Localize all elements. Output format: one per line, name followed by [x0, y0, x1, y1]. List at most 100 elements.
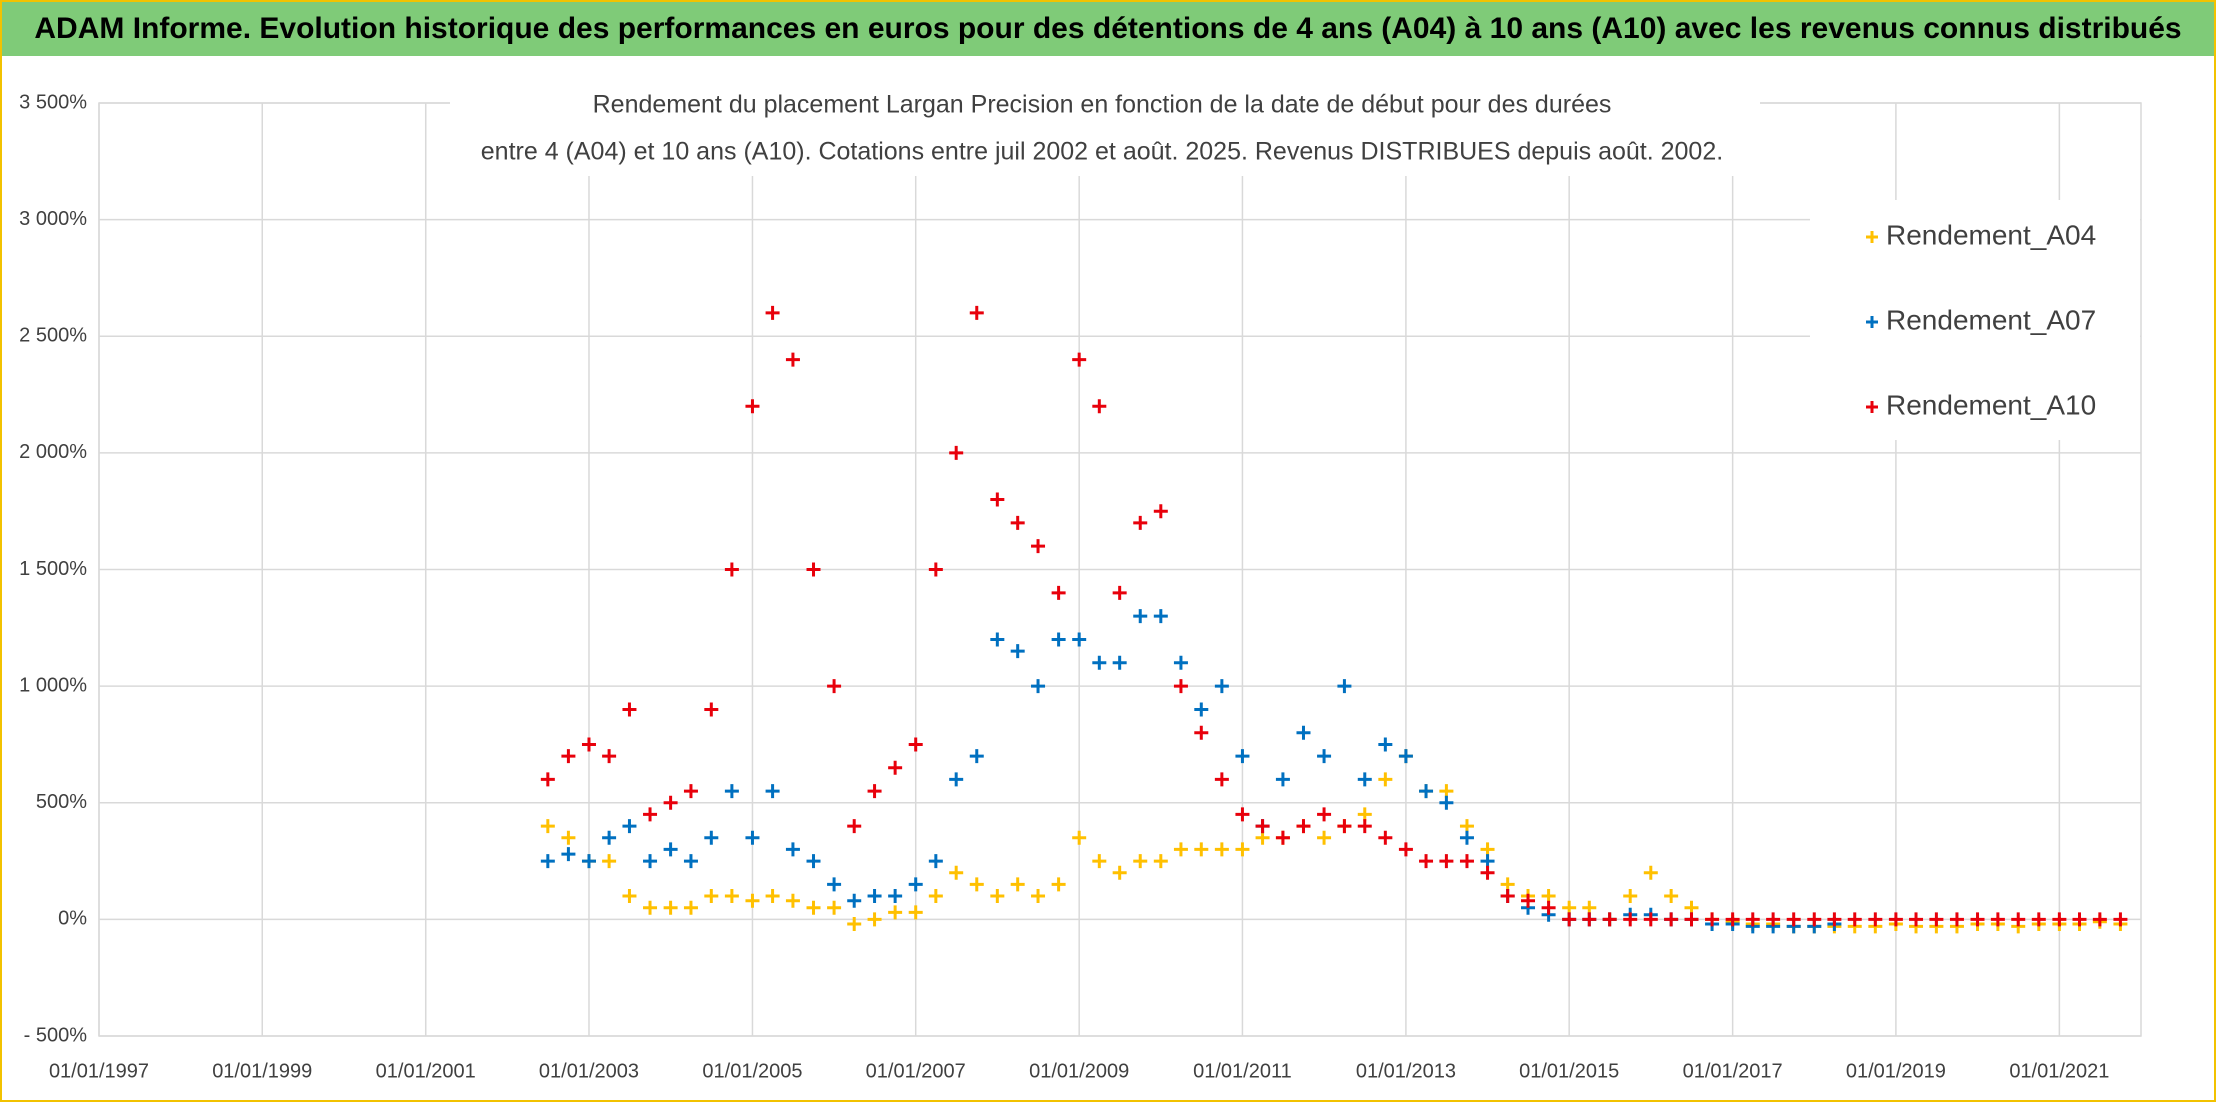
point: [1398, 842, 1413, 857]
point: [928, 854, 943, 869]
point: [1275, 830, 1290, 845]
point: [928, 889, 943, 904]
point: [1419, 854, 1434, 869]
x-tick-label: 01/01/2019: [1846, 1060, 1946, 1082]
point: [1337, 679, 1352, 694]
point: [1214, 842, 1229, 857]
point: [1194, 842, 1209, 857]
y-tick-label: - 500%: [24, 1024, 88, 1046]
point: [867, 889, 882, 904]
point: [1378, 830, 1393, 845]
point: [1623, 889, 1638, 904]
point: [785, 352, 800, 367]
point: [1459, 830, 1474, 845]
point: [2113, 912, 2128, 927]
point: [581, 854, 596, 869]
point: [540, 772, 555, 787]
point: [1112, 585, 1127, 600]
point: [1051, 632, 1066, 647]
y-tick-label: 1 000%: [19, 674, 87, 696]
point: [765, 305, 780, 320]
point: [908, 737, 923, 752]
point: [847, 819, 862, 834]
point: [969, 305, 984, 320]
point: [1317, 830, 1332, 845]
point: [990, 889, 1005, 904]
point: [765, 784, 780, 799]
point: [643, 900, 658, 915]
point: [1480, 865, 1495, 880]
point: [1214, 772, 1229, 787]
point: [1602, 912, 1617, 927]
point: [1643, 912, 1658, 927]
point: [1623, 912, 1638, 927]
legend-marker: [1866, 231, 1878, 243]
point: [1133, 515, 1148, 530]
point: [1439, 854, 1454, 869]
point: [1949, 912, 1964, 927]
point: [1092, 399, 1107, 414]
point: [847, 917, 862, 932]
point: [928, 562, 943, 577]
point: [745, 830, 760, 845]
subtitle: Rendement du placement Largan Precision …: [593, 91, 1612, 119]
point: [1031, 889, 1046, 904]
point: [745, 399, 760, 414]
point: [1929, 912, 1944, 927]
point: [827, 900, 842, 915]
point: [1582, 912, 1597, 927]
point: [724, 562, 739, 577]
y-tick-label: 2 500%: [19, 325, 87, 347]
point: [663, 900, 678, 915]
point: [1235, 807, 1250, 822]
point: [908, 877, 923, 892]
point: [683, 784, 698, 799]
point: [622, 702, 637, 717]
x-tick-label: 01/01/2009: [1029, 1060, 1129, 1082]
point: [1133, 854, 1148, 869]
point: [1072, 830, 1087, 845]
point: [1745, 912, 1760, 927]
point: [1214, 679, 1229, 694]
point: [1970, 912, 1985, 927]
point: [1235, 842, 1250, 857]
x-tick-label: 01/01/2021: [2009, 1060, 2109, 1082]
point: [1398, 749, 1413, 764]
point: [1807, 912, 1822, 927]
point: [827, 679, 842, 694]
point: [1357, 772, 1372, 787]
legend-box: [1810, 200, 2140, 440]
point: [540, 854, 555, 869]
point: [2031, 912, 2046, 927]
legend-label: Rendement_A04: [1886, 219, 2096, 250]
point: [990, 492, 1005, 507]
y-tick-label: 3 000%: [19, 208, 87, 230]
point: [1378, 772, 1393, 787]
point: [1419, 784, 1434, 799]
point: [663, 842, 678, 857]
point: [1010, 515, 1025, 530]
point: [888, 760, 903, 775]
point: [704, 889, 719, 904]
point: [745, 893, 760, 908]
marks: [540, 305, 2128, 934]
point: [1010, 644, 1025, 659]
point: [1705, 912, 1720, 927]
subtitle: entre 4 (A04) et 10 ans (A10). Cotations…: [481, 138, 1723, 166]
point: [602, 854, 617, 869]
point: [683, 900, 698, 915]
point: [949, 772, 964, 787]
point: [1562, 912, 1577, 927]
point: [1766, 912, 1781, 927]
point: [806, 562, 821, 577]
x-tick-label: 01/01/2015: [1519, 1060, 1619, 1082]
point: [1153, 609, 1168, 624]
point: [1725, 912, 1740, 927]
point: [1888, 912, 1903, 927]
point: [1847, 912, 1862, 927]
y-tick-label: 0%: [58, 908, 87, 930]
point: [867, 912, 882, 927]
point: [1173, 679, 1188, 694]
legend-label: Rendement_A07: [1886, 304, 2096, 335]
point: [1173, 655, 1188, 670]
